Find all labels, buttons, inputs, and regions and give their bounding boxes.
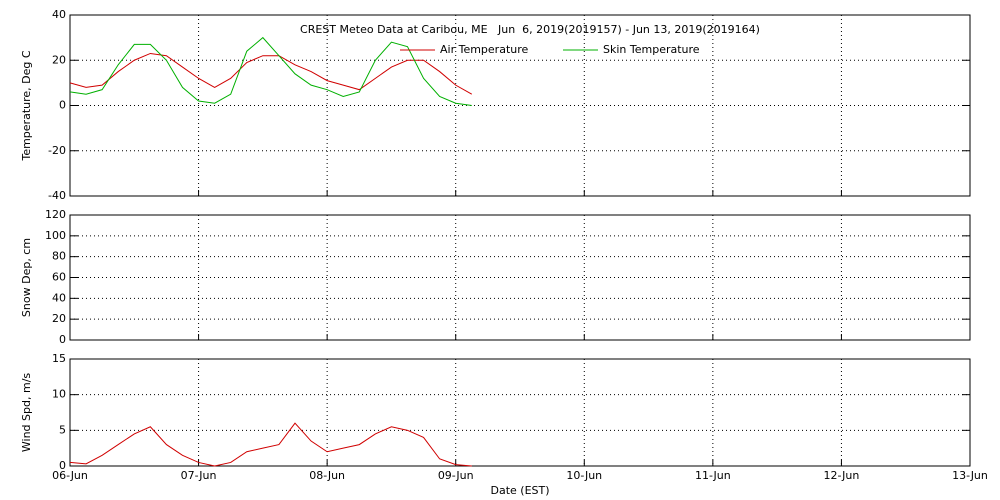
y-tick-label: 20 [52,312,66,325]
data-line [69,36,472,106]
chart-title: CREST Meteo Data at Caribou, ME Jun 6, 2… [300,23,760,36]
y-tick-label: 40 [52,291,66,304]
y-tick-label: -40 [48,189,66,202]
y-tick-label: 5 [59,423,66,436]
x-tick-label: 10-Jun [566,469,602,482]
legend-label: Air Temperature [440,43,529,56]
plot-frame [69,358,971,467]
y-axis-label: Snow Dep, cm [20,238,33,317]
data-line [69,52,473,95]
y-axis-label: Wind Spd, m/s [20,373,33,453]
y-tick-label: 80 [52,250,66,263]
x-tick-label: 09-Jun [438,469,474,482]
y-axis-label: Temperature, Deg C [20,50,33,161]
x-tick-label: 11-Jun [695,469,731,482]
y-tick-label: 120 [45,208,66,221]
x-tick-label: 07-Jun [181,469,217,482]
y-tick-label: 15 [52,352,66,365]
x-axis-label: Date (EST) [490,484,549,497]
x-tick-label: 06-Jun [52,469,88,482]
y-tick-label: 40 [52,8,66,21]
y-tick-label: 0 [59,99,66,112]
x-tick-label: 08-Jun [309,469,345,482]
y-tick-label: -20 [48,144,66,157]
y-tick-label: 10 [52,388,66,401]
x-tick-label: 12-Jun [824,469,860,482]
legend-label: Skin Temperature [603,43,700,56]
y-tick-label: 60 [52,271,66,284]
y-tick-label: 100 [45,229,66,242]
x-tick-label: 13-Jun [952,469,988,482]
data-line [69,422,472,467]
y-tick-label: 20 [52,53,66,66]
y-tick-label: 0 [59,333,66,346]
y-tick-label: 0 [59,459,66,472]
